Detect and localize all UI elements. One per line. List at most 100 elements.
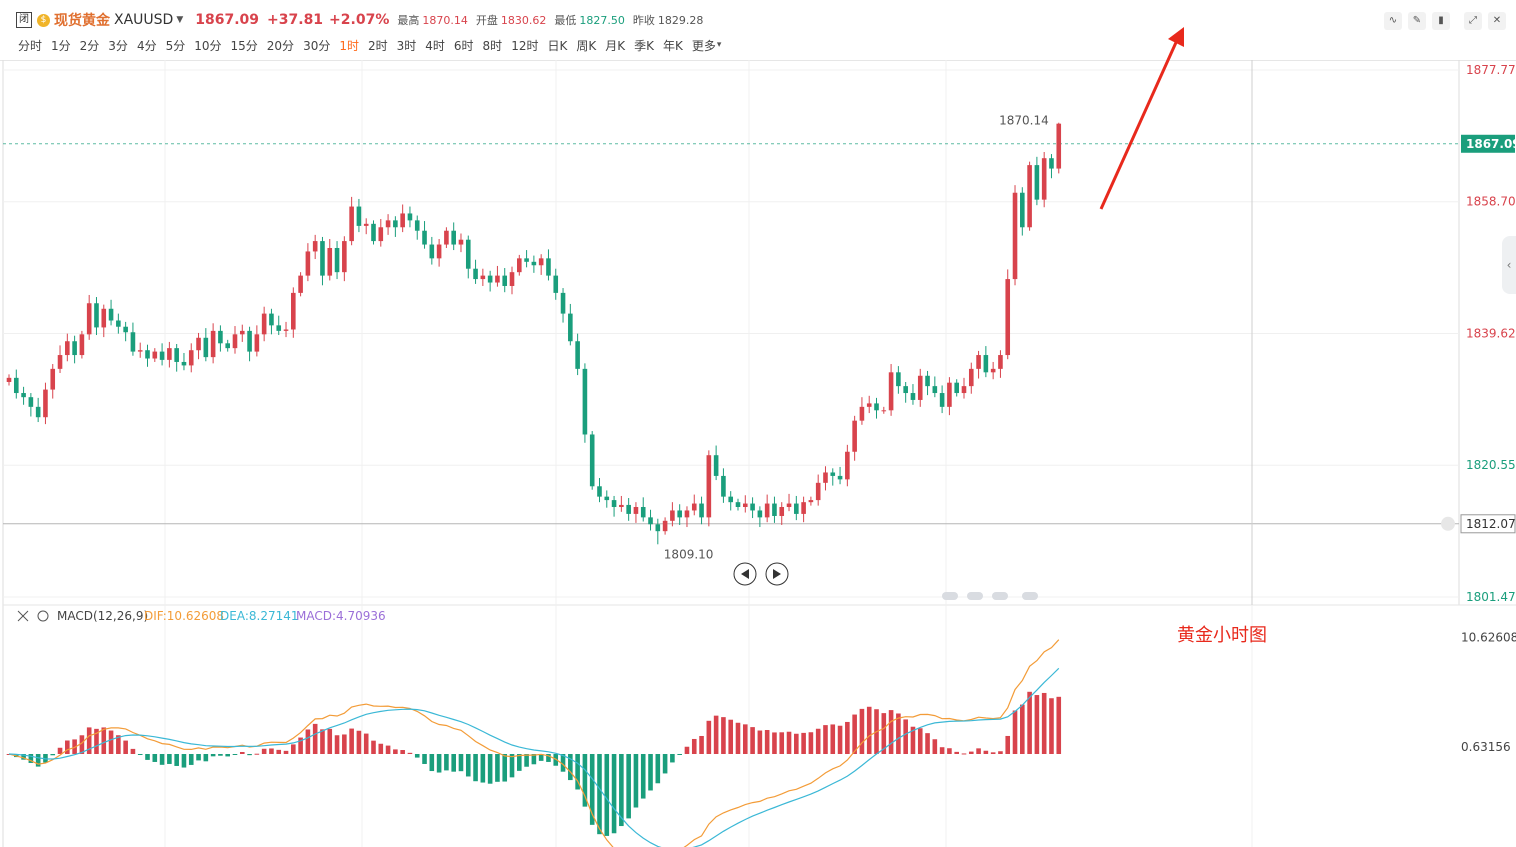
timeframe-16[interactable]: 12时 [511,38,539,53]
macd-bar-113 [830,724,836,754]
chevron-down-icon[interactable]: ▼ [176,15,184,25]
timeframe-10[interactable]: 1时 [339,38,359,53]
prev-close-label: 昨收 [632,14,655,27]
macd-bar-95 [699,735,704,754]
timeframe-20[interactable]: 季K [634,38,654,53]
macd-bar-114 [837,725,843,754]
timeframe-4[interactable]: 4分 [136,38,157,53]
macd-bar-41 [305,729,311,754]
timeframe-11[interactable]: 2时 [367,38,388,53]
timeframe-5[interactable]: 5分 [165,38,186,53]
instrument-symbol[interactable]: XAUUSD [114,12,174,28]
candle-body-97 [713,455,719,476]
macd-bar-120 [881,713,887,754]
candle-body-138 [1012,192,1018,280]
timeframe-17[interactable]: 日K [547,38,568,53]
macd-bar-49 [363,733,369,754]
price-tick-0: 1877.77 [1466,63,1516,77]
indicator-icon[interactable]: ∿ [1384,12,1402,30]
macd-bar-89 [655,754,661,784]
candle-body-111 [815,482,821,501]
macd-bar-3 [28,754,34,763]
timeframe-2[interactable]: 2分 [79,38,100,53]
macd-bar-46 [342,734,347,754]
timeframe-18[interactable]: 周K [576,38,597,53]
candle-type-icon[interactable]: ▮ [1432,12,1450,30]
instrument-name[interactable]: 现货黄金 [54,13,110,29]
candle-body-46 [342,241,347,273]
price-tick-1: 1858.70 [1466,195,1516,209]
close-icon[interactable]: ✕ [1488,12,1506,30]
timeframe-0[interactable]: 分时 [18,38,43,53]
macd-bar-67 [495,754,500,782]
last-price: 1867.09 [195,12,260,28]
timeframe-22[interactable]: 更多 [691,38,716,53]
candle-body-18 [137,350,143,352]
candle-body-30 [225,343,230,349]
macd-bar-93 [684,746,690,754]
macd-bar-133 [976,748,981,754]
candle-body-0 [6,377,12,382]
candle-body-96 [706,455,712,518]
candle-body-144 [1056,123,1062,169]
more-chevron-icon[interactable]: ▾ [716,40,722,50]
fullscreen-icon[interactable]: ⤢ [1464,12,1482,30]
macd-bar-143 [1049,698,1054,754]
macd-bar-52 [385,745,391,754]
candle-body-108 [794,503,799,514]
candle-body-29 [218,330,223,344]
timeframe-6[interactable]: 10分 [194,38,222,53]
candle-body-124 [910,393,916,400]
candle-body-53 [393,220,398,228]
candle-body-95 [699,503,704,518]
macd-bar-24 [181,754,187,768]
macd-bar-106 [779,732,785,754]
candle-body-2 [21,393,26,398]
candle-body-98 [721,475,726,497]
macd-bar-69 [509,754,515,778]
macd-bar-125 [917,728,923,754]
candle-body-85 [626,504,631,514]
candle-body-13 [101,308,107,328]
macd-bar-74 [546,754,551,762]
macd-bar-34 [254,753,260,755]
timeframe-19[interactable]: 月K [605,38,626,53]
macd-bar-96 [706,720,712,754]
timeframe-14[interactable]: 6时 [453,38,474,53]
timeframe-21[interactable]: 年K [662,38,683,53]
candle-body-143 [1049,158,1054,169]
timeframe-1[interactable]: 1分 [51,38,71,53]
macd-bar-50 [371,740,376,754]
candle-body-71 [524,258,529,262]
timeframe-7[interactable]: 15分 [230,38,258,53]
candle-body-70 [517,258,522,273]
timeframe-15[interactable]: 8时 [482,38,503,53]
macd-bar-30 [225,754,230,757]
candle-body-126 [925,375,930,387]
price-tick-3: 1820.55 [1466,458,1516,472]
candle-body-76 [560,292,566,314]
gold-coin-icon: $ [37,13,50,27]
timeframe-8[interactable]: 20分 [266,38,295,53]
macd-bar-112 [823,725,828,754]
price-change: +37.81 [267,12,324,28]
candle-body-68 [502,275,508,286]
candle-body-43 [320,241,325,276]
macd-bar-54 [400,750,405,754]
macd-bar-102 [750,727,755,754]
candle-body-136 [998,355,1003,369]
macd-bar-29 [218,754,223,756]
candle-body-90 [662,520,668,532]
candle-body-9 [72,341,77,356]
macd-bar-142 [1041,692,1047,754]
price-tick-4: 1801.47 [1466,590,1516,604]
side-panel-toggle[interactable]: ‹ [1502,236,1516,294]
draw-icon[interactable]: ✎ [1408,12,1426,30]
candle-body-3 [28,397,34,407]
timeframe-12[interactable]: 3时 [396,38,417,53]
candle-body-105 [772,503,777,516]
timeframe-3[interactable]: 3分 [108,38,128,53]
timeframe-9[interactable]: 30分 [303,38,331,53]
timeframe-13[interactable]: 4时 [425,38,445,53]
